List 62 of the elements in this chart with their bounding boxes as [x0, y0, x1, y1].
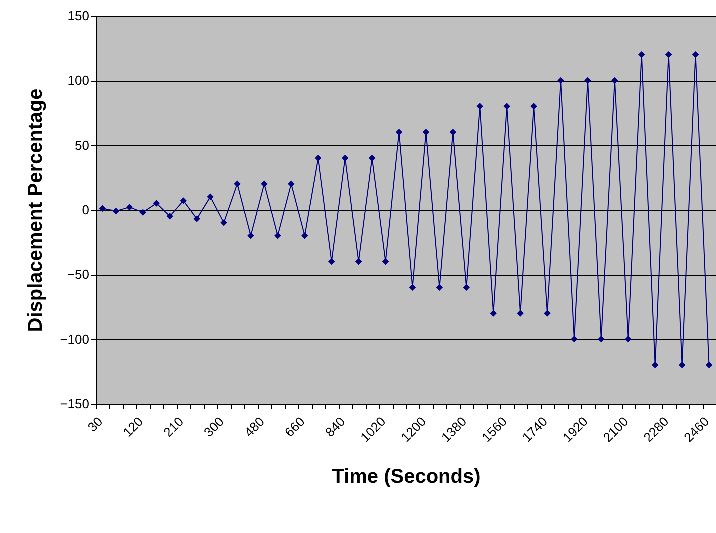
point [368, 154, 376, 162]
point [678, 362, 686, 369]
point [530, 103, 538, 110]
point [612, 77, 618, 84]
point [166, 213, 174, 220]
x-tick-label: 210 [160, 414, 187, 440]
point [315, 154, 322, 162]
point [248, 232, 254, 240]
point [99, 205, 106, 212]
x-tick-label: 480 [241, 414, 268, 440]
point [288, 180, 295, 188]
point [571, 336, 578, 343]
point [517, 310, 524, 317]
point [706, 362, 713, 369]
point [140, 209, 147, 216]
point [302, 232, 308, 240]
point [180, 198, 187, 204]
point [207, 194, 214, 200]
point [504, 103, 510, 110]
x-tick-label: 30 [84, 414, 106, 435]
point [490, 310, 497, 317]
point [342, 154, 349, 162]
point [476, 103, 484, 110]
x-axis-title: Time (Seconds) [332, 466, 481, 488]
point [409, 284, 416, 291]
x-tick-label: 840 [322, 414, 348, 440]
point [652, 362, 659, 369]
x-tick-label: 660 [282, 414, 308, 440]
point [422, 129, 430, 136]
point [261, 180, 268, 188]
y-tick-label: 50 [75, 138, 90, 153]
point [328, 258, 336, 266]
point [274, 232, 282, 240]
y-tick-label: 0 [82, 202, 90, 218]
point [153, 200, 160, 207]
point [598, 336, 605, 343]
point [220, 220, 228, 226]
y-axis-title: Displacement Percentage [25, 88, 48, 332]
point [665, 51, 672, 58]
point [463, 284, 470, 291]
y-tick-label: 150 [68, 8, 90, 24]
point [126, 204, 134, 211]
point [638, 51, 646, 58]
y-tick-label: 100 [68, 73, 90, 88]
point [112, 208, 120, 215]
point [396, 129, 403, 136]
point [558, 77, 564, 84]
point [450, 129, 457, 136]
x-tick-label: 120 [120, 414, 146, 440]
point [355, 258, 362, 266]
point [692, 51, 700, 58]
point [194, 216, 200, 222]
y-tick-label: −100 [60, 332, 90, 347]
y-tick-label: −50 [67, 267, 90, 282]
point [544, 310, 551, 317]
point [234, 180, 241, 188]
y-tick-label: −150 [60, 396, 90, 412]
point [382, 258, 390, 266]
point [584, 77, 592, 84]
x-tick-label: 300 [201, 414, 227, 440]
point [436, 284, 444, 291]
point [625, 336, 632, 343]
